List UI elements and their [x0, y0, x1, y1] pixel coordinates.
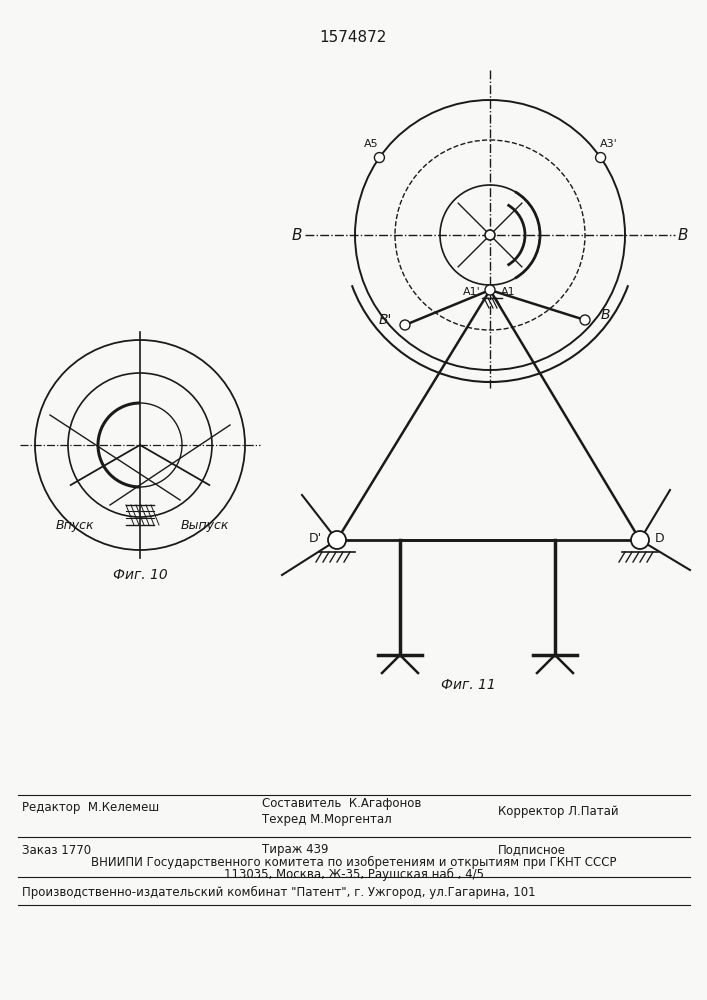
- Text: Выпуск: Выпуск: [181, 518, 229, 532]
- Text: Составитель  К.Агафонов: Составитель К.Агафонов: [262, 796, 421, 810]
- Text: Подписное: Подписное: [498, 844, 566, 856]
- Circle shape: [595, 153, 606, 163]
- Text: 1574872: 1574872: [320, 30, 387, 45]
- Text: Фиг. 11: Фиг. 11: [440, 678, 496, 692]
- Text: A1': A1': [463, 287, 481, 297]
- Circle shape: [328, 531, 346, 549]
- Text: B: B: [600, 308, 609, 322]
- Text: 113035, Москва, Ж-35, Раушская наб., 4/5: 113035, Москва, Ж-35, Раушская наб., 4/5: [224, 867, 484, 881]
- Text: A1: A1: [501, 287, 515, 297]
- Text: Корректор Л.Патай: Корректор Л.Патай: [498, 804, 619, 818]
- Text: ВНИИПИ Государственного комитета по изобретениям и открытиям при ГКНТ СССР: ВНИИПИ Государственного комитета по изоб…: [91, 855, 617, 869]
- Circle shape: [400, 320, 410, 330]
- Text: B: B: [292, 228, 303, 242]
- Text: Заказ 1770: Заказ 1770: [22, 844, 91, 856]
- Text: B': B': [378, 313, 392, 327]
- Text: Впуск: Впуск: [56, 518, 94, 532]
- Circle shape: [375, 153, 385, 163]
- Text: Техред М.Моргентал: Техред М.Моргентал: [262, 814, 392, 826]
- Text: Тираж 439: Тираж 439: [262, 844, 329, 856]
- Circle shape: [580, 315, 590, 325]
- Circle shape: [485, 230, 495, 240]
- Text: D': D': [308, 532, 322, 544]
- Circle shape: [485, 285, 495, 295]
- Text: Производственно-издательский комбинат "Патент", г. Ужгород, ул.Гагарина, 101: Производственно-издательский комбинат "П…: [22, 885, 536, 899]
- Text: Редактор  М.Келемеш: Редактор М.Келемеш: [22, 802, 159, 814]
- Text: A5: A5: [364, 139, 379, 149]
- Text: D: D: [655, 532, 665, 544]
- Circle shape: [631, 531, 649, 549]
- Text: B: B: [678, 228, 688, 242]
- Text: A3': A3': [600, 139, 617, 149]
- Text: Фиг. 10: Фиг. 10: [112, 568, 168, 582]
